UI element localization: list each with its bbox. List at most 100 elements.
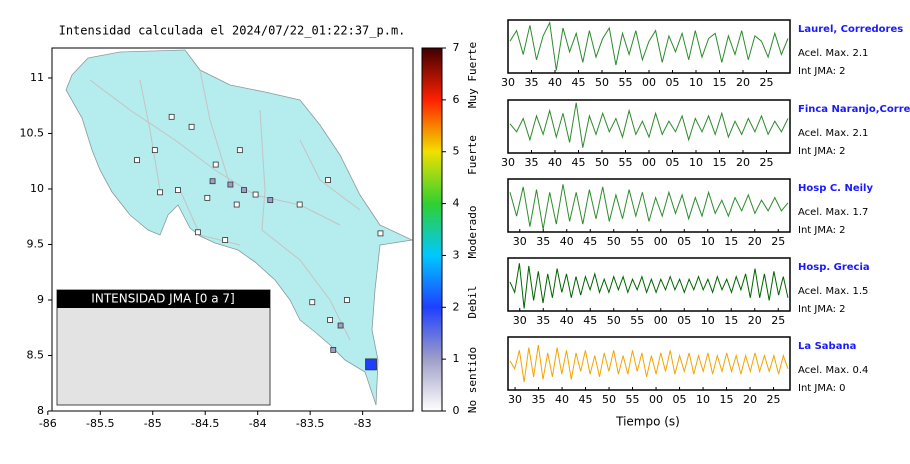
station bbox=[343, 297, 350, 303]
x-tick-label: 35 bbox=[536, 235, 550, 248]
station bbox=[233, 201, 240, 208]
colorbar-tick-label: 7 bbox=[453, 41, 460, 54]
x-tick-label: 35 bbox=[532, 393, 546, 406]
legend-title: INTENSIDAD JMA [0 a 7] bbox=[91, 292, 234, 306]
x-tick-label: 40 bbox=[548, 156, 562, 169]
x-tick-label: 30 bbox=[513, 235, 527, 248]
x-tick-label: 00 bbox=[649, 393, 663, 406]
x-tick-label: 50 bbox=[607, 235, 621, 248]
max-accel: Acel. Max. 1.7 bbox=[798, 207, 868, 218]
x-tick-label: 10 bbox=[689, 156, 703, 169]
station bbox=[188, 123, 195, 130]
x-tick-label: -85 bbox=[144, 417, 162, 430]
x-tick-label: 20 bbox=[743, 393, 757, 406]
x-tick-label: 25 bbox=[760, 156, 774, 169]
station bbox=[236, 147, 243, 154]
y-tick-label: 9 bbox=[37, 293, 44, 306]
x-tick-label: -83 bbox=[354, 417, 372, 430]
jma-intensity: Int JMA: 2 bbox=[798, 66, 846, 77]
station bbox=[194, 229, 201, 236]
x-tick-label: 05 bbox=[666, 76, 680, 89]
x-tick-label: -83.5 bbox=[296, 417, 324, 430]
x-tick-label: 00 bbox=[642, 156, 656, 169]
y-tick-label: 8.5 bbox=[27, 348, 45, 361]
max-accel: Acel. Max. 2.1 bbox=[798, 128, 868, 139]
waveform bbox=[509, 344, 789, 383]
intensity-class-label: Moderado bbox=[466, 206, 479, 259]
station-name: La Sabana bbox=[798, 341, 856, 352]
waveform bbox=[509, 102, 789, 148]
intensity-class-label: Fuerte bbox=[466, 135, 479, 175]
jma-intensity: Int JMA: 2 bbox=[798, 304, 846, 315]
y-tick-label: 11 bbox=[30, 71, 44, 84]
x-tick-label: 45 bbox=[572, 76, 586, 89]
x-tick-label: -85.5 bbox=[86, 417, 114, 430]
x-tick-label: 10 bbox=[701, 235, 715, 248]
max-accel: Acel. Max. 1.5 bbox=[798, 286, 868, 297]
station bbox=[309, 299, 316, 306]
x-tick-label: 35 bbox=[536, 314, 550, 327]
legend-box bbox=[56, 289, 271, 406]
x-tick-label: 55 bbox=[619, 156, 633, 169]
station bbox=[365, 358, 377, 371]
x-tick-label: 25 bbox=[771, 235, 785, 248]
x-tick-label: 50 bbox=[595, 76, 609, 89]
x-tick-label: 20 bbox=[748, 314, 762, 327]
station-name: Finca Naranjo,Corredores bbox=[798, 104, 910, 115]
station bbox=[227, 181, 234, 188]
waveform bbox=[509, 184, 789, 230]
station bbox=[151, 147, 158, 154]
y-tick-label: 10 bbox=[30, 182, 44, 195]
x-tick-label: 45 bbox=[579, 393, 593, 406]
x-tick-label: 15 bbox=[724, 235, 738, 248]
colorbar-tick-label: 4 bbox=[453, 197, 460, 210]
x-tick-label: 30 bbox=[513, 314, 527, 327]
jma-intensity: Int JMA: 2 bbox=[798, 146, 846, 157]
max-accel: Acel. Max. 2.1 bbox=[798, 48, 868, 59]
x-tick-label: 30 bbox=[508, 393, 522, 406]
panel-frame bbox=[507, 336, 791, 391]
station bbox=[209, 178, 216, 185]
x-tick-label: 10 bbox=[689, 76, 703, 89]
x-tick-label: 45 bbox=[572, 156, 586, 169]
station-name: Laurel, Corredores bbox=[798, 24, 903, 35]
x-tick-label: 50 bbox=[602, 393, 616, 406]
x-tick-label: 40 bbox=[560, 314, 574, 327]
x-tick-label: 40 bbox=[560, 235, 574, 248]
country-shape bbox=[65, 49, 414, 406]
x-tick-label: 20 bbox=[736, 156, 750, 169]
station bbox=[241, 187, 247, 193]
station bbox=[252, 191, 259, 198]
x-tick-label: 50 bbox=[595, 156, 609, 169]
x-tick-label: 55 bbox=[630, 314, 644, 327]
colorbar bbox=[421, 47, 443, 412]
waveform bbox=[509, 263, 789, 309]
roads bbox=[89, 69, 361, 341]
jma-intensity: Int JMA: 0 bbox=[798, 383, 846, 394]
x-tick-label: 20 bbox=[748, 235, 762, 248]
x-tick-label: 00 bbox=[654, 235, 668, 248]
x-tick-label: 40 bbox=[548, 76, 562, 89]
colorbar-tick-label: 0 bbox=[453, 404, 460, 417]
x-axis-label: Tiempo (s) bbox=[615, 415, 680, 429]
colorbar-tick-label: 6 bbox=[453, 93, 460, 106]
x-tick-label: 45 bbox=[583, 314, 597, 327]
colorbar-tick-label: 3 bbox=[453, 248, 460, 261]
intensity-class-label: Muy Fuerte bbox=[466, 42, 479, 108]
station bbox=[330, 347, 337, 353]
panel-frame bbox=[507, 257, 791, 312]
x-tick-label: 35 bbox=[525, 76, 539, 89]
x-tick-label: 55 bbox=[619, 76, 633, 89]
map-title: Intensidad calculada el 2024/07/22_01:22… bbox=[59, 24, 406, 38]
station bbox=[296, 201, 303, 208]
station-name: Hosp C. Neily bbox=[798, 183, 873, 194]
x-tick-label: 10 bbox=[701, 314, 715, 327]
x-tick-label: 15 bbox=[724, 314, 738, 327]
x-tick-label: 05 bbox=[677, 314, 691, 327]
x-tick-label: 20 bbox=[736, 76, 750, 89]
jma-intensity: Int JMA: 2 bbox=[798, 225, 846, 236]
x-tick-label: 15 bbox=[713, 76, 727, 89]
station bbox=[222, 237, 229, 243]
colorbar-tick-label: 2 bbox=[453, 300, 460, 313]
